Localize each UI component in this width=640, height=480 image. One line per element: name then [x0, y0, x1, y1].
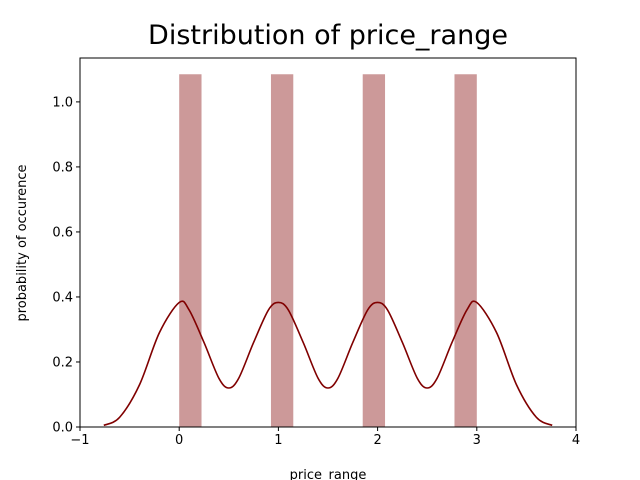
histogram-bar-1	[270, 74, 294, 428]
x-tick-label: 4	[572, 433, 580, 448]
histogram-bar-3	[454, 74, 477, 428]
x-axis-label: price_range	[290, 468, 367, 480]
histogram-bar-2	[362, 74, 386, 428]
y-axis: 0.0 0.2 0.4 0.6 0.8 1.0	[52, 95, 80, 436]
y-tick-label: 0.6	[52, 225, 73, 240]
kde-line-layer	[103, 300, 553, 427]
y-tick-label: 1.0	[52, 95, 73, 110]
histogram-bar-0	[179, 74, 202, 428]
bars-layer	[179, 74, 477, 428]
plot-frame	[79, 57, 577, 428]
y-axis-label: probability of occurence	[15, 164, 30, 321]
x-tick-label: 3	[473, 433, 481, 448]
x-axis: −1 0 1 2 3 4	[70, 427, 580, 448]
y-tick-label: 0.2	[52, 355, 73, 370]
x-tick-label: 0	[175, 433, 183, 448]
y-tick-label: 0.8	[52, 160, 73, 175]
y-tick-label: 0.4	[52, 290, 73, 305]
y-tick-label: 0.0	[52, 421, 73, 436]
chart-title: Distribution of price_range	[148, 20, 508, 51]
x-tick-label: 1	[274, 433, 282, 448]
x-tick-label: 2	[373, 433, 381, 448]
x-tick-label: −1	[70, 433, 89, 448]
kde-line	[103, 300, 553, 427]
